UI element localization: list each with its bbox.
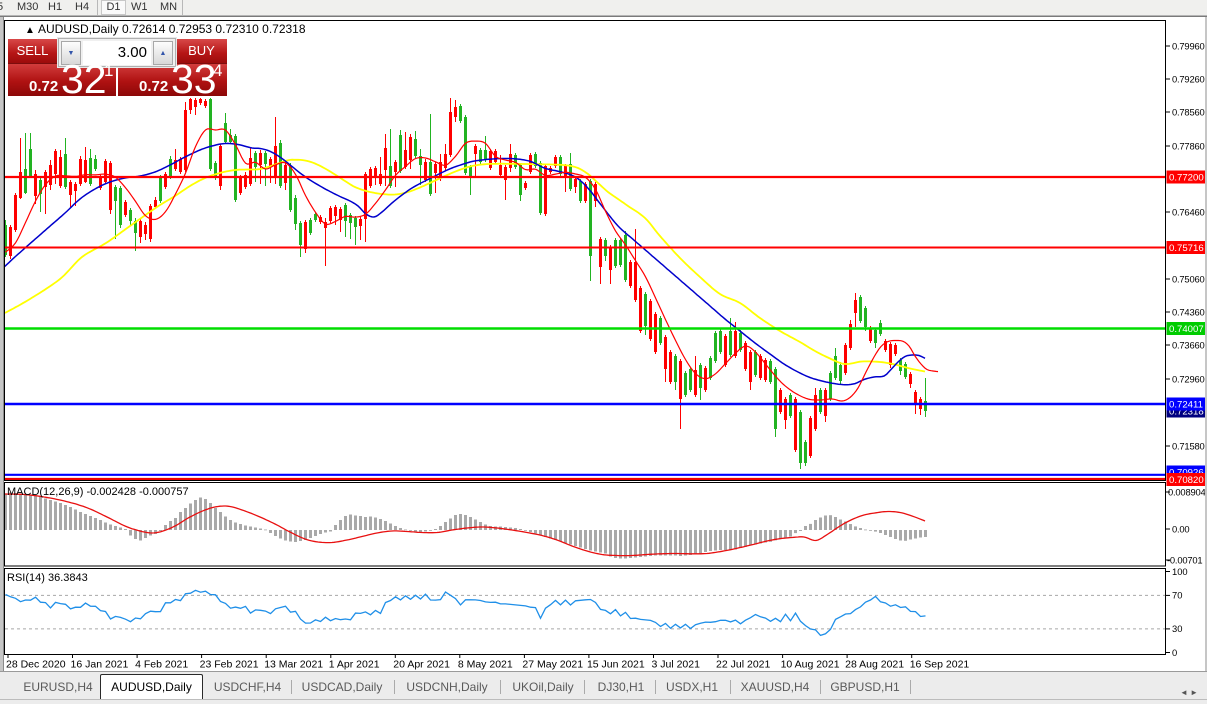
svg-text:0.75716: 0.75716 (1169, 243, 1204, 254)
svg-text:3 Jul 2021: 3 Jul 2021 (652, 659, 701, 671)
svg-text:0: 0 (1172, 647, 1177, 658)
svg-text:30: 30 (1172, 623, 1182, 634)
svg-text:22 Jul 2021: 22 Jul 2021 (716, 659, 770, 671)
svg-text:10 Aug 2021: 10 Aug 2021 (781, 659, 840, 671)
svg-text:0.72411: 0.72411 (1169, 400, 1203, 411)
svg-text:20 Apr 2021: 20 Apr 2021 (393, 659, 450, 671)
svg-text:0.008904: 0.008904 (1168, 486, 1206, 497)
svg-text:0.73660: 0.73660 (1172, 339, 1205, 350)
svg-text:70: 70 (1172, 590, 1182, 601)
svg-text:28 Aug 2021: 28 Aug 2021 (845, 659, 904, 671)
svg-text:23 Feb 2021: 23 Feb 2021 (200, 659, 259, 671)
svg-text:27 May 2021: 27 May 2021 (522, 659, 583, 671)
svg-text:0.00: 0.00 (1172, 523, 1189, 534)
svg-text:4 Feb 2021: 4 Feb 2021 (135, 659, 188, 671)
svg-text:0.75060: 0.75060 (1172, 273, 1205, 284)
svg-text:0.76460: 0.76460 (1172, 206, 1205, 217)
svg-text:16 Jan 2021: 16 Jan 2021 (71, 659, 129, 671)
svg-text:0.71580: 0.71580 (1172, 440, 1205, 451)
svg-text:RSI(14) 36.3843: RSI(14) 36.3843 (7, 572, 88, 584)
svg-text:0.78560: 0.78560 (1172, 106, 1205, 117)
svg-text:-0.00701: -0.00701 (1167, 554, 1202, 565)
svg-text:0.70820: 0.70820 (1169, 475, 1204, 486)
svg-text:0.77200: 0.77200 (1169, 173, 1204, 184)
svg-text:0.77860: 0.77860 (1172, 140, 1205, 151)
svg-text:16 Sep 2021: 16 Sep 2021 (910, 659, 970, 671)
svg-text:AUDUSD,Daily 0.72614 0.72953: AUDUSD,Daily 0.72614 0.72953 0.72310 0.7… (38, 22, 306, 36)
svg-text:15 Jun 2021: 15 Jun 2021 (587, 659, 645, 671)
svg-text:0.72960: 0.72960 (1172, 373, 1205, 384)
svg-text:0.79960: 0.79960 (1172, 40, 1205, 51)
svg-text:0.72318: 0.72318 (1169, 407, 1204, 418)
svg-text:0.74360: 0.74360 (1172, 306, 1205, 317)
svg-text:13 Mar 2021: 13 Mar 2021 (264, 659, 323, 671)
svg-text:0.74007: 0.74007 (1169, 324, 1204, 335)
svg-text:0.79260: 0.79260 (1172, 73, 1205, 84)
svg-text:8 May 2021: 8 May 2021 (458, 659, 513, 671)
svg-text:MACD(12,26,9) -0.002428 -0.000: MACD(12,26,9) -0.002428 -0.000757 (7, 486, 189, 498)
svg-text:1 Apr 2021: 1 Apr 2021 (329, 659, 380, 671)
svg-text:100: 100 (1172, 566, 1188, 577)
svg-text:▲: ▲ (25, 25, 35, 36)
svg-text:28 Dec 2020: 28 Dec 2020 (6, 659, 66, 671)
